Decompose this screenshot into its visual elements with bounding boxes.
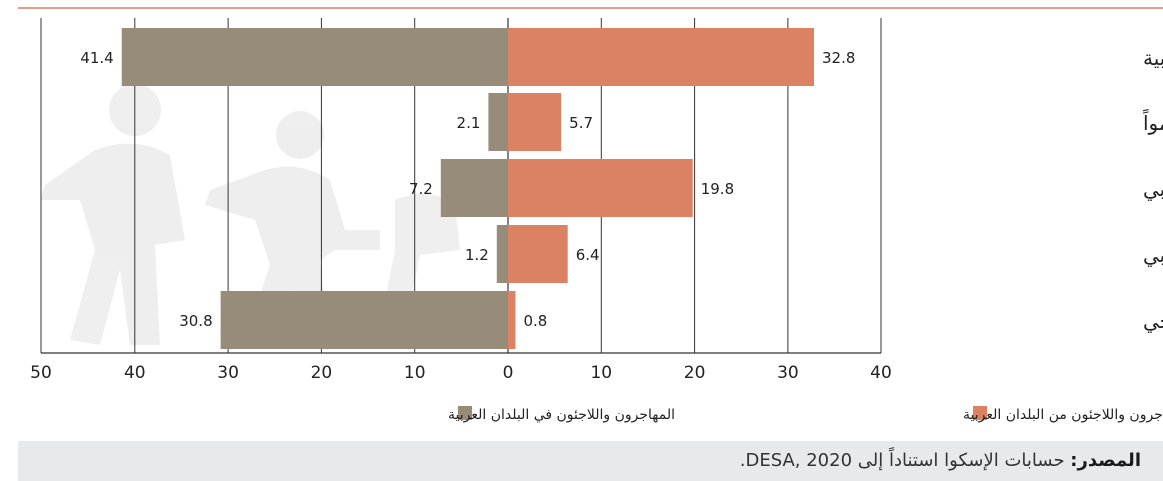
value-label-left-1: 41.4 xyxy=(80,49,113,67)
legend-label-from-arab-countries: المهاجرون واللاجئون من البلدان العربية xyxy=(963,407,1163,423)
value-label-left-5: 30.8 xyxy=(179,312,212,330)
tick-label-left-30: 30 xyxy=(217,363,239,383)
tick-label-right-20: 20 xyxy=(684,363,706,383)
value-label-right-2: 5.7 xyxy=(569,114,593,132)
bar-right-5 xyxy=(508,291,516,349)
x-axis-tick-labels: 50 40 30 20 10 0 10 20 30 40 xyxy=(30,363,892,383)
bar-value-labels: 41.4 32.8 2.1 5.7 7.2 19.8 1.2 6.4 30.8 0.8 xyxy=(80,49,855,330)
value-label-right-4: 6.4 xyxy=(576,246,600,264)
value-label-right-3: 19.8 xyxy=(701,180,734,198)
bar-left-1 xyxy=(121,28,508,86)
legend-label-in-arab-countries: المهاجرون واللاجئون في البلدان العربية xyxy=(448,407,675,423)
value-label-right-5: 0.8 xyxy=(523,312,547,330)
source-text: حسابات الإسكوا استناداً إلى DESA, 2020. xyxy=(739,450,1071,471)
legend-swatch-in-arab-countries xyxy=(458,406,472,420)
source-footer: المصدر: حسابات الإسكوا استناداً إلى DESA… xyxy=(18,441,1163,481)
category-labels: المنطقة العربية أقل البلدان العربية نمواً… xyxy=(1143,46,1163,334)
bar-left-2 xyxy=(488,93,508,151)
legend-swatch-from-arab-countries xyxy=(973,406,987,420)
tick-label-right-30: 30 xyxy=(777,363,799,383)
legend: المهاجرون واللاجئون من البلدان العربية ال… xyxy=(448,406,1163,423)
category-label-3: بلدان المشرق العربي xyxy=(1143,177,1163,202)
tick-label-left-50: 50 xyxy=(30,363,52,383)
bar-right-2 xyxy=(508,93,562,151)
category-label-2: أقل البلدان العربية نمواً xyxy=(1143,109,1163,135)
bar-right-3 xyxy=(508,159,693,217)
tick-label-right-10: 10 xyxy=(590,363,612,383)
bar-left-4 xyxy=(496,225,508,283)
bar-right-4 xyxy=(508,225,568,283)
category-label-5: بلدان مجلس التعاون الخليجي xyxy=(1143,309,1163,334)
tick-label-left-10: 10 xyxy=(404,363,426,383)
value-label-left-3: 7.2 xyxy=(409,180,433,198)
tick-label-left-40: 40 xyxy=(124,363,146,383)
value-label-left-2: 2.1 xyxy=(457,114,481,132)
diverging-bar-chart: 41.4 32.8 2.1 5.7 7.2 19.8 1.2 6.4 30.8 0.8 المنط… xyxy=(0,0,1163,423)
category-label-4: بلدان المغرب العربي xyxy=(1143,243,1163,268)
tick-label-right-0: 0 xyxy=(503,363,514,383)
tick-label-right-40: 40 xyxy=(870,363,892,383)
bar-right-1 xyxy=(508,28,815,86)
bar-left-3 xyxy=(440,159,508,217)
value-label-right-1: 32.8 xyxy=(822,49,855,67)
bar-left-5 xyxy=(220,291,509,349)
bars-group xyxy=(121,28,815,349)
source-label: المصدر: xyxy=(1070,450,1141,471)
category-label-1: المنطقة العربية xyxy=(1143,46,1163,70)
background-silhouette xyxy=(0,0,1,1)
source-note: المصدر: حسابات الإسكوا استناداً إلى DESA… xyxy=(740,450,1141,471)
value-label-left-4: 1.2 xyxy=(465,246,489,264)
tick-label-left-20: 20 xyxy=(311,363,333,383)
